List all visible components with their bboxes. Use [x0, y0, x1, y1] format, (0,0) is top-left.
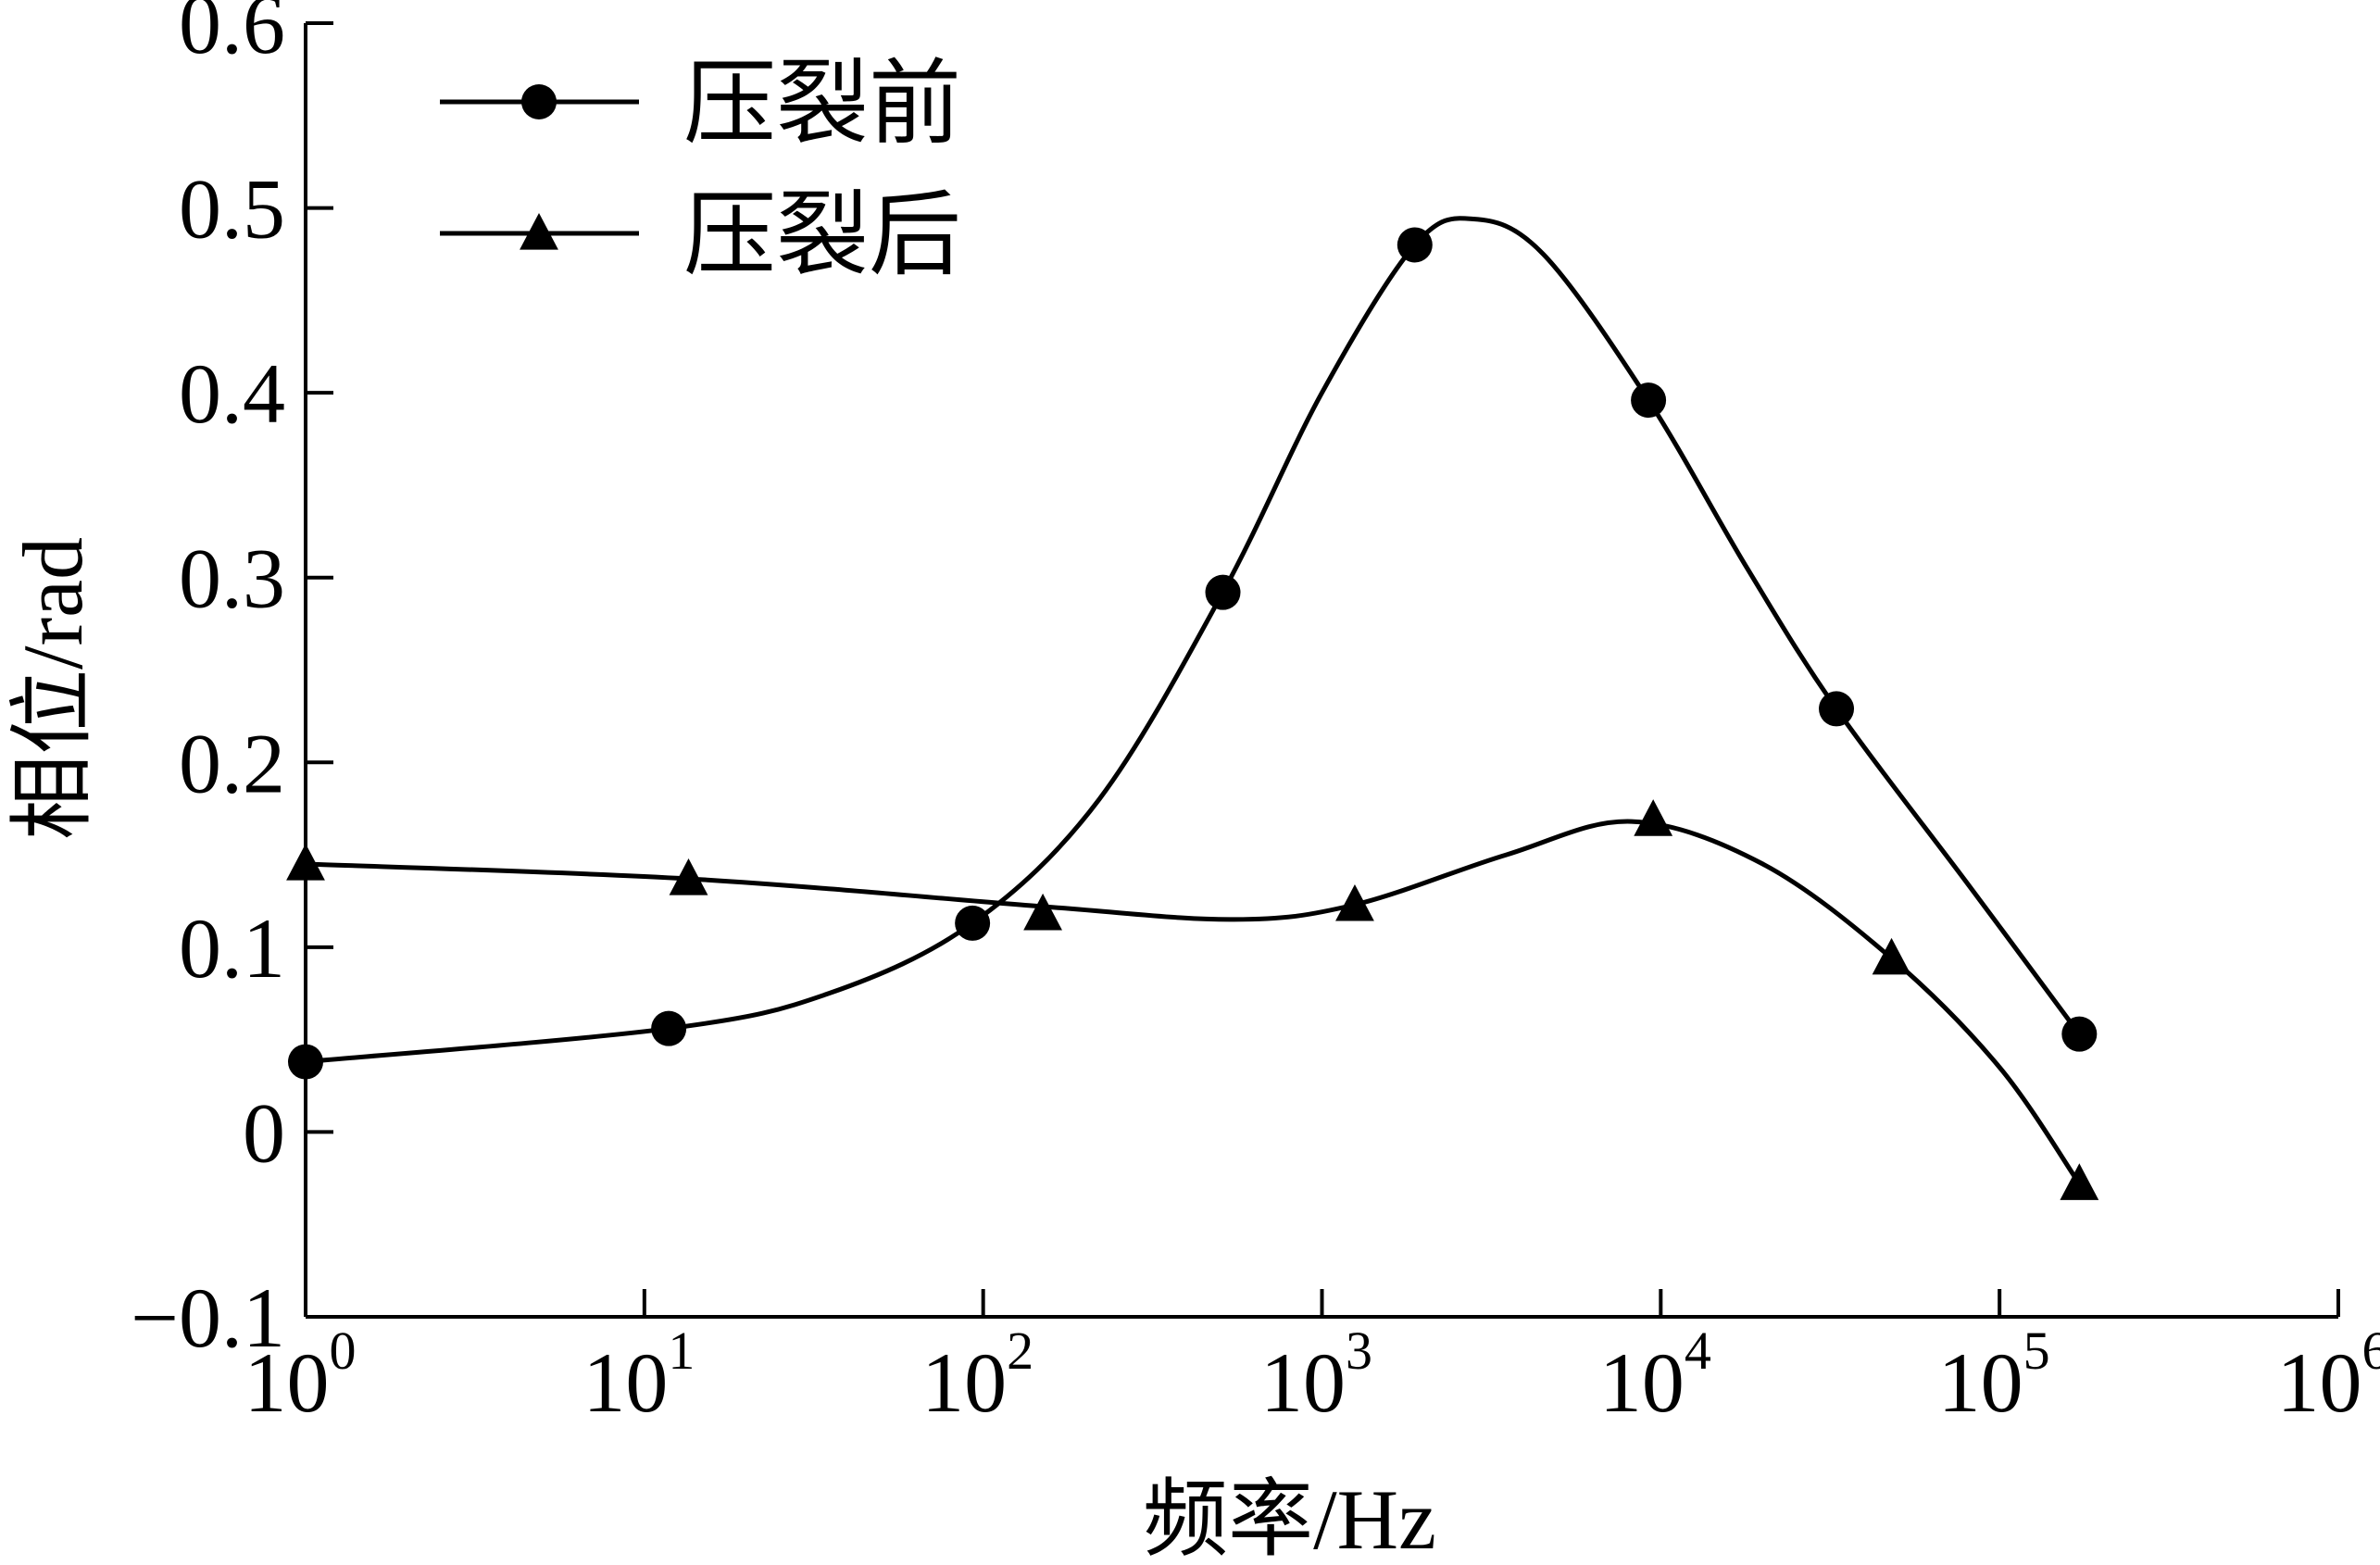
series-2-point [1023, 893, 1062, 931]
x-tick-label: 105 [1938, 1321, 2050, 1430]
y-tick-label: 0.2 [179, 716, 285, 810]
x-tick-exponent: 1 [668, 1321, 695, 1381]
x-axis-title: 频率/Hz [1143, 1472, 1436, 1565]
x-tick-base: 10 [1938, 1335, 2023, 1430]
y-ticks: 0.6 0.5 0.4 0.3 0.2 0.1 0 −0.1 [131, 0, 333, 1365]
x-tick-base: 10 [921, 1335, 1007, 1430]
x-tick-base: 10 [1599, 1335, 1685, 1430]
x-tick-label: 106 [2277, 1321, 2380, 1430]
x-tick-exponent: 3 [1346, 1321, 1372, 1381]
series-1-point [651, 1010, 687, 1046]
x-tick-exponent: 5 [2023, 1321, 2050, 1381]
series-1-line [305, 216, 2082, 1065]
series-2 [286, 799, 2099, 1200]
series-2-point [1634, 799, 1673, 836]
y-tick-label: 0.6 [179, 0, 285, 71]
y-tick-label: 0.4 [179, 346, 285, 441]
series-1-point [955, 905, 991, 941]
series-1-point [2061, 1016, 2098, 1052]
x-tick-label: 102 [921, 1321, 1033, 1430]
y-tick-label: 0 [243, 1085, 285, 1180]
legend-label: 压裂前 [683, 53, 961, 156]
series-1 [288, 216, 2098, 1080]
y-tick-label: 0.1 [179, 901, 285, 995]
series-2-point [286, 844, 325, 881]
series-1-point [1819, 691, 1855, 727]
legend-item: 压裂后 [440, 184, 961, 287]
axes [304, 23, 2338, 1319]
series-layer [286, 216, 2099, 1200]
x-tick-label: 104 [1599, 1321, 1711, 1430]
series-1-point [1205, 574, 1241, 610]
y-tick-label: 0.3 [179, 532, 285, 626]
series-2-point [1872, 937, 1911, 975]
x-tick-exponent: 6 [2362, 1321, 2380, 1381]
y-axis-title: 相位/rad [6, 537, 100, 840]
x-ticks: 100 101 102 103 104 105 106 [244, 1289, 2380, 1430]
x-tick-label: 100 [244, 1321, 357, 1430]
legend-item: 压裂前 [440, 53, 961, 156]
x-tick-base: 10 [2277, 1335, 2362, 1430]
legend-marker [521, 84, 557, 119]
x-tick-exponent: 4 [1685, 1321, 1711, 1381]
x-tick-label: 103 [1260, 1321, 1372, 1430]
y-tick-label: −0.1 [131, 1271, 285, 1365]
series-1-point [1397, 227, 1433, 263]
series-1-point [288, 1044, 323, 1080]
series-2-point [2060, 1163, 2099, 1200]
series-2-point [1335, 883, 1374, 921]
series-2-point [669, 858, 708, 895]
x-tick-exponent: 0 [330, 1321, 357, 1381]
x-tick-exponent: 2 [1007, 1321, 1033, 1381]
legend-marker [520, 213, 558, 250]
x-tick-base: 10 [1260, 1335, 1346, 1430]
y-tick-label: 0.5 [179, 162, 285, 257]
x-tick-label: 101 [582, 1321, 695, 1430]
series-2-line [305, 819, 2082, 1185]
x-tick-base: 10 [582, 1335, 668, 1430]
x-tick-base: 10 [244, 1335, 330, 1430]
series-1-point [1631, 382, 1667, 419]
legend-label: 压裂后 [683, 184, 961, 287]
